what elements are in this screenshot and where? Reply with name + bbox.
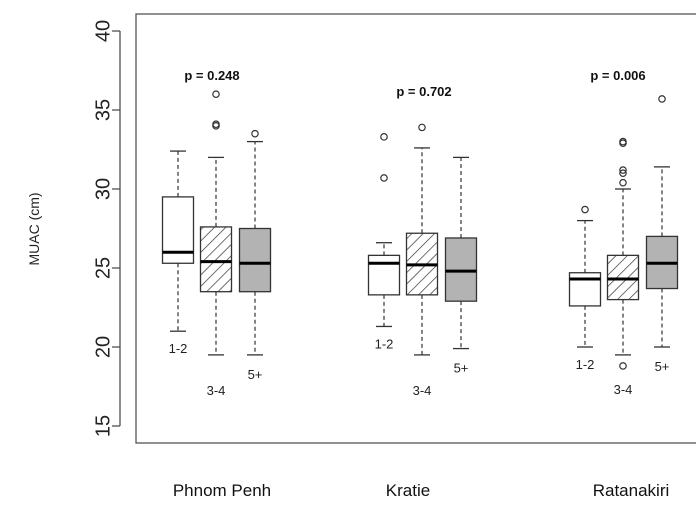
p-value-label: p = 0.006 (590, 68, 645, 83)
boxes-layer: Phnom Penh p = 0.248 1-2 3-4 5+ Kratie p = 0.7… (163, 68, 678, 500)
group-ratanakiri: Ratanakiri p = 0.006 1-2 3-4 5+ (570, 68, 678, 500)
y-tick-label: 20 (92, 336, 114, 358)
group-label: Kratie (386, 481, 430, 500)
p-value-label: p = 0.702 (396, 84, 451, 99)
box-label: 3-4 (614, 382, 633, 397)
outlier-point (381, 175, 387, 181)
y-tick-label: 15 (92, 415, 114, 437)
outlier-point (582, 206, 588, 212)
box-3-4: 3-4 (407, 124, 438, 398)
box-label: 5+ (655, 359, 670, 374)
group-label: Ratanakiri (593, 481, 670, 500)
box-label: 3-4 (207, 383, 226, 398)
outlier-point (659, 96, 665, 102)
box-1-2: 1-2 (369, 134, 400, 352)
y-tick-label: 40 (92, 20, 114, 42)
box-iqr (608, 255, 639, 299)
group-phnom-penh: Phnom Penh p = 0.248 1-2 3-4 5+ (163, 68, 272, 500)
box-1-2: 1-2 (570, 206, 601, 372)
outlier-point (252, 131, 258, 137)
box-3-4: 3-4 (201, 91, 232, 398)
box-label: 5+ (454, 361, 469, 376)
box-label: 5+ (248, 367, 263, 382)
y-tick-label: 25 (92, 257, 114, 279)
y-tick-label: 30 (92, 178, 114, 200)
y-axis: 15 20 25 30 35 40 (92, 20, 120, 437)
box-1-2: 1-2 (163, 151, 194, 356)
group-kratie: Kratie p = 0.702 1-2 3-4 5+ (369, 84, 477, 500)
y-axis-title: MUAC (cm) (26, 192, 42, 265)
y-tick-label: 35 (92, 99, 114, 121)
outlier-point (381, 134, 387, 140)
box-iqr (369, 255, 400, 294)
outlier-point (620, 363, 626, 369)
box-label: 1-2 (169, 341, 188, 356)
outlier-point (419, 124, 425, 130)
outlier-point (620, 179, 626, 185)
box-label: 3-4 (413, 383, 432, 398)
outlier-point (213, 91, 219, 97)
box-label: 1-2 (375, 336, 394, 351)
box-iqr (446, 238, 477, 301)
p-value-label: p = 0.248 (184, 68, 239, 83)
box-5+: 5+ (240, 131, 271, 382)
box-5+: 5+ (446, 157, 477, 375)
box-5+: 5+ (647, 96, 678, 374)
group-label: Phnom Penh (173, 481, 271, 500)
box-3-4: 3-4 (608, 138, 639, 397)
box-label: 1-2 (576, 357, 595, 372)
box-iqr (201, 227, 232, 292)
box-iqr (240, 229, 271, 292)
